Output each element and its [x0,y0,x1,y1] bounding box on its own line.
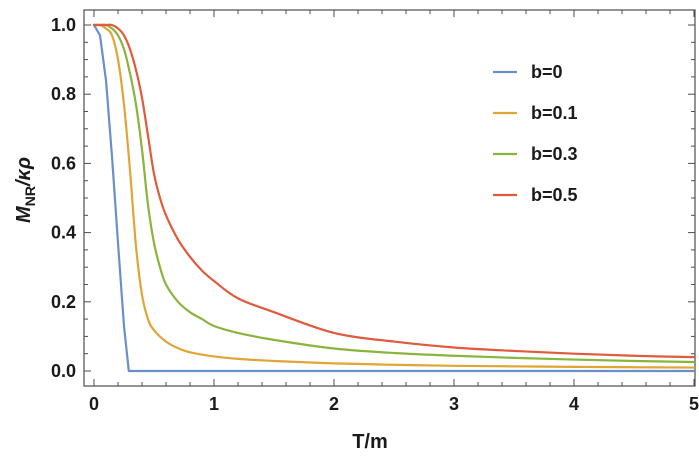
y-axis-label: MNR/κρ [13,157,38,223]
legend-label: b=0.1 [531,103,578,123]
y-tick-label: 0.4 [51,223,76,243]
axis-ticks: 0 1 2 3 4 5 0.0 0.2 0.4 0.6 0.8 1.0 [51,10,699,414]
y-tick-label: 0.6 [51,153,76,173]
y-tick-label: 0.2 [51,292,76,312]
legend-label: b=0.5 [531,185,578,205]
plot-frame [83,9,696,387]
x-tick-label: 0 [89,394,99,414]
series-line-b-0-5 [92,23,696,359]
y-tick-label: 0.0 [51,361,76,381]
y-tick-label: 0.8 [51,84,76,104]
x-tick-label: 5 [689,394,699,414]
x-tick-label: 2 [329,394,339,414]
legend-label: b=0 [531,62,563,82]
x-axis-label: T/m [352,431,388,453]
y-tick-label: 1.0 [51,15,76,35]
legend-label: b=0.3 [531,144,578,164]
x-tick-label: 1 [209,394,219,414]
x-tick-label: 4 [569,394,579,414]
series-line-b-0 [92,23,696,373]
legend: b=0 b=0.1 b=0.3 b=0.5 [493,62,578,205]
series-line-b-0-1 [92,23,696,369]
series-line-b-0-3 [92,23,696,364]
series-lines [92,23,696,373]
x-tick-label: 3 [449,394,459,414]
